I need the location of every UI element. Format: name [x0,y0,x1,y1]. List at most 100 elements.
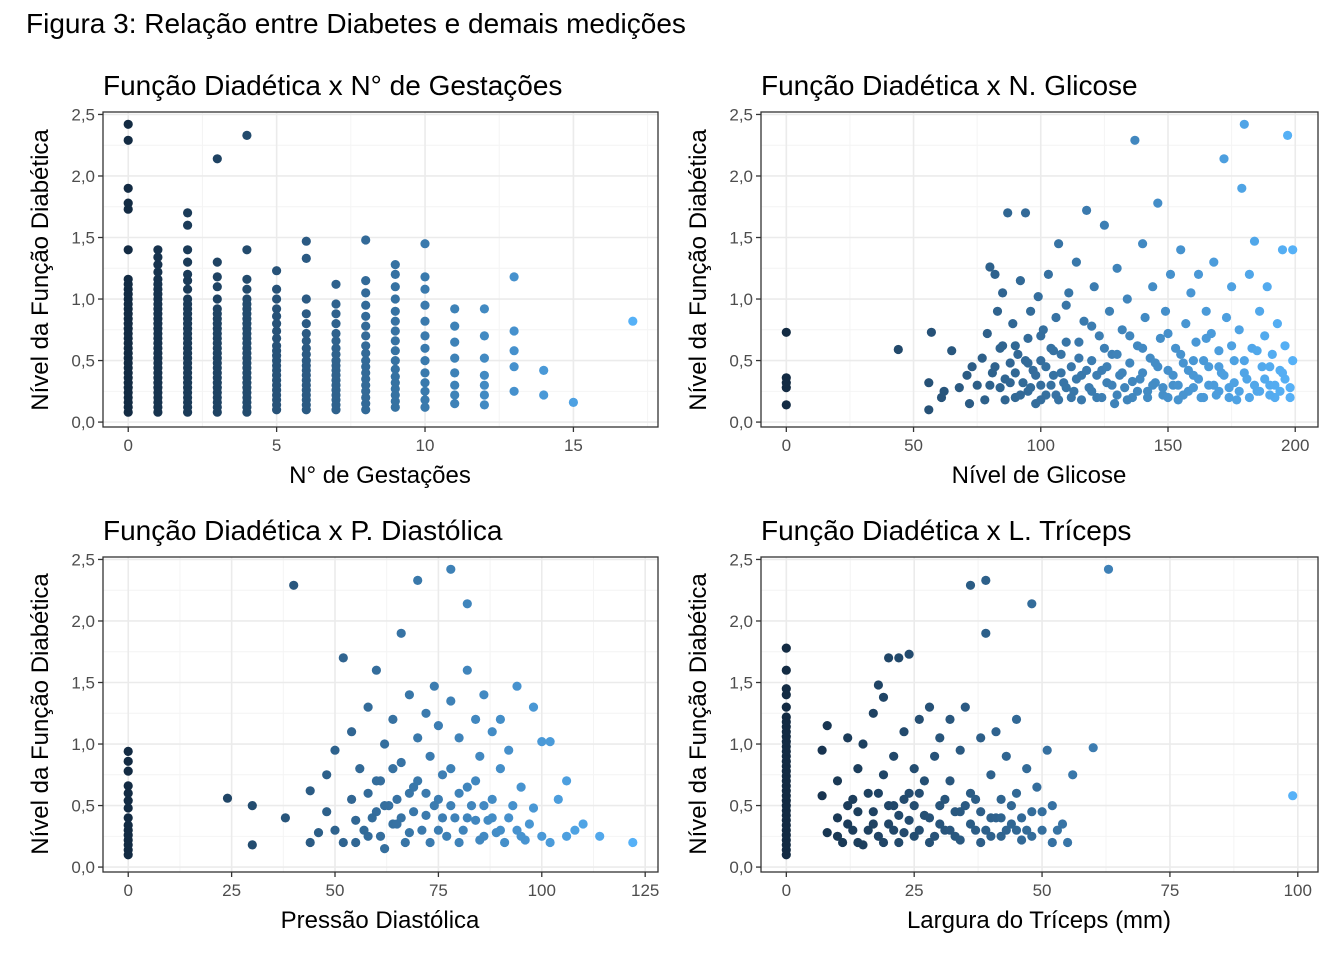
data-point [404,828,414,838]
data-point [420,272,430,282]
data-point [1015,390,1025,400]
data-point [1214,362,1224,372]
y-tick-label: 0,0 [71,413,95,432]
y-tick-label: 2,5 [71,105,95,124]
data-point [212,272,222,282]
data-point [487,727,497,737]
data-point [479,304,489,314]
data-point [914,825,924,835]
data-point [1262,282,1272,292]
data-point [1033,292,1043,302]
data-point [781,643,791,653]
data-point [1011,714,1022,725]
data-point [1171,343,1181,353]
data-point [1041,362,1051,372]
data-point [1272,319,1282,329]
data-point [868,807,878,817]
chart-panel-2: 0 50 100 150 200 0,0 0,5 1,0 1,5 2,0 2,5 Função Dia… [685,70,1319,489]
data-point [153,245,163,255]
data-point [873,831,884,841]
data-point [183,269,193,279]
data-point [495,714,505,725]
data-point [1244,392,1254,403]
data-point [123,198,133,208]
data-point [965,788,976,798]
data-point [420,343,430,353]
y-tick-label: 1,5 [729,674,753,693]
x-tick-label: 15 [564,436,583,455]
data-point [996,813,1006,823]
data-point [1285,383,1295,393]
data-point [889,801,899,811]
data-points [123,119,638,417]
data-point [545,837,555,848]
data-point [361,311,371,321]
data-point [446,764,456,774]
data-point [1173,380,1183,390]
data-point [420,386,430,396]
data-point [985,262,995,272]
data-point [361,356,371,366]
data-point [1043,269,1053,279]
data-point [420,368,430,378]
data-point [863,825,873,835]
data-point [1140,312,1150,323]
data-point [1138,239,1148,249]
data-point [450,353,460,363]
data-point [367,813,377,823]
data-point [371,665,381,675]
figure-title: Figura 3: Relação entre Diabetes e demai… [26,8,686,39]
data-point [595,831,605,841]
data-point [305,786,315,796]
data-point [1227,341,1237,351]
data-point [272,333,282,343]
data-point [781,327,791,337]
data-point [1036,380,1046,390]
data-point [242,130,252,140]
data-point [1193,374,1204,384]
data-point [1023,358,1033,368]
data-point [429,801,439,811]
data-point [914,714,924,725]
data-point [1110,399,1120,409]
data-point [935,733,945,743]
data-point [1017,835,1027,845]
x-tick-label: 100 [528,881,556,900]
x-tick-label: 50 [326,881,345,900]
data-point [1219,370,1229,380]
data-point [628,837,638,848]
y-tick-label: 0,5 [71,352,95,371]
x-tick-label: 0 [782,881,791,900]
data-point [873,788,884,798]
data-point [930,751,940,761]
data-point [1020,208,1031,218]
data-point [450,368,460,378]
data-point [838,837,848,848]
x-tick-label: 75 [1160,881,1179,900]
data-point [123,119,133,129]
data-point [1099,343,1109,353]
data-point [955,745,965,755]
data-point [433,825,443,835]
data-point [980,395,990,405]
data-point [1015,276,1025,286]
data-point [1275,386,1285,396]
data-point [462,599,472,609]
data-point [1127,376,1137,387]
y-axis-label: Nível da Função Diabética [27,573,54,855]
data-point [1082,365,1092,375]
data-point [924,813,935,823]
data-point [475,835,485,845]
data-point [479,380,489,390]
data-point [1031,370,1041,380]
data-point [930,831,940,841]
data-point [1234,325,1244,335]
data-point [1057,819,1068,829]
data-point [1201,333,1211,343]
data-point [628,316,638,326]
data-point [976,733,986,743]
data-point [1036,395,1046,405]
data-point [781,400,791,410]
data-point [413,776,423,786]
data-point [420,284,430,294]
